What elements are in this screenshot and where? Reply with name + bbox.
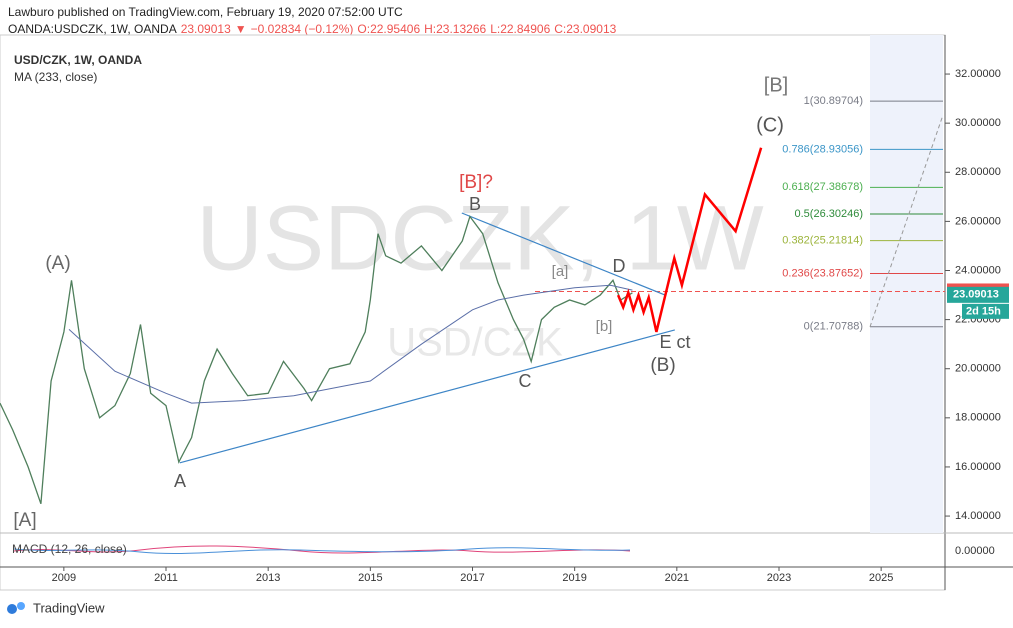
- wave-label: A: [174, 471, 186, 491]
- wave-label: (C): [756, 114, 784, 136]
- wave-label: (A): [45, 253, 70, 274]
- header: Lawburo published on TradingView.com, Fe…: [8, 4, 620, 38]
- x-tick-label: 2025: [869, 572, 893, 584]
- wave-label: [B]?: [459, 172, 493, 193]
- wave-label: (B): [650, 355, 675, 376]
- last-price-label: 23.09013: [953, 289, 999, 301]
- y-tick-label: 24.00000: [955, 264, 1001, 276]
- y-tick-label: 18.00000: [955, 412, 1001, 424]
- x-tick-label: 2021: [665, 572, 689, 584]
- fib-label: 0(21.70788): [804, 321, 863, 333]
- price-line-series: [0, 215, 633, 505]
- quote-field: C:23.09013: [554, 22, 617, 36]
- fib-zone: [870, 35, 943, 533]
- quote-field: H:23.13266: [424, 22, 487, 36]
- macd-label: MACD (12, 26, close): [12, 542, 127, 556]
- fib-label: 1(30.89704): [804, 95, 863, 107]
- watermark: USDCZK, 1W: [196, 187, 764, 289]
- y-tick-label: 16.00000: [955, 461, 1001, 473]
- wave-label: E ct: [659, 332, 690, 352]
- quote-field: OANDA:USDCZK, 1W, OANDA: [8, 22, 177, 36]
- quote-field: ▼: [234, 22, 247, 36]
- moving-average: [68, 284, 633, 404]
- macd-signal: [13, 547, 631, 555]
- watermark-sub: USD/CZK: [387, 321, 563, 365]
- wave-label: [A]: [13, 510, 36, 531]
- quote-line: OANDA:USDCZK, 1W, OANDA 23.09013 ▼ −0.02834…: [8, 21, 620, 38]
- brand-logo: [7, 602, 25, 614]
- x-tick-label: 2015: [358, 572, 382, 584]
- legend-entry: MA (233, close): [14, 70, 97, 84]
- trendline: [179, 329, 675, 464]
- macd-tick-label: 0.00000: [955, 545, 995, 557]
- quote-field: 23.09013: [180, 22, 231, 36]
- x-tick-label: 2023: [767, 572, 791, 584]
- fib-label: 0.786(28.93056): [782, 143, 863, 155]
- y-tick-label: 20.00000: [955, 363, 1001, 375]
- quote-field: O:22.95406: [357, 22, 421, 36]
- countdown-box: [962, 303, 1009, 319]
- y-tick-label: 30.00000: [955, 117, 1001, 129]
- trendline: [461, 212, 666, 296]
- y-tick-label: 14.00000: [955, 510, 1001, 522]
- x-tick-label: 2013: [256, 572, 280, 584]
- wave-label: C: [519, 371, 532, 391]
- legend-entry: USD/CZK, 1W, OANDA: [14, 53, 142, 67]
- y-tick-label: 28.00000: [955, 166, 1001, 178]
- wave-label: B: [469, 194, 481, 214]
- wave-label: [b]: [596, 318, 613, 335]
- y-tick-label: 26.00000: [955, 215, 1001, 227]
- wave-label: D: [613, 256, 626, 276]
- quote-field: −0.02834 (−0.12%): [250, 22, 354, 36]
- last-price-label-box: [947, 286, 1009, 303]
- countdown: 2d 15h: [966, 306, 1001, 318]
- projection: [616, 147, 763, 333]
- fib-label: 0.5(26.30246): [795, 208, 864, 220]
- x-tick-label: 2019: [562, 572, 586, 584]
- x-tick-label: 2009: [52, 572, 76, 584]
- wave-label: [B]: [764, 74, 788, 96]
- macd-line: [13, 545, 631, 554]
- brand: TradingView: [33, 600, 105, 615]
- fib-label: 0.382(25.21814): [782, 234, 863, 246]
- wave-label: [a]: [552, 263, 569, 280]
- y-tick-label: 32.00000: [955, 68, 1001, 80]
- x-tick-label: 2017: [460, 572, 484, 584]
- quote-field: L:22.84906: [490, 22, 551, 36]
- x-tick-label: 2011: [154, 572, 178, 584]
- plot-frame: [0, 34, 946, 591]
- fib-label: 0.236(23.87652): [782, 267, 863, 279]
- published-line: Lawburo published on TradingView.com, Fe…: [8, 5, 403, 19]
- fib-label: 0.618(27.38678): [782, 181, 863, 193]
